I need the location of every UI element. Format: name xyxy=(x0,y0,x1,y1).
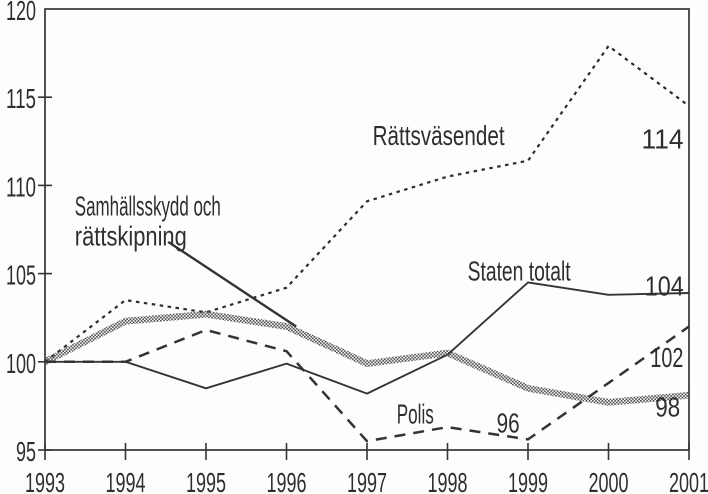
series-line-polis xyxy=(45,325,690,443)
annotation-samhallsskydd-label-line2: rättskipning xyxy=(75,220,187,251)
y-axis-label-110: 110 xyxy=(6,171,36,202)
annotations-layer: Rättsväsendet 114 Samhällsskydd och rätt… xyxy=(75,120,684,439)
annotation-value-96: 96 xyxy=(497,407,520,438)
x-axis-label-1997: 1997 xyxy=(347,467,387,494)
annotation-rattsvasendet-label: Rättsväsendet xyxy=(373,120,505,151)
y-axis-label-100: 100 xyxy=(6,348,36,379)
x-axis-label-1994: 1994 xyxy=(106,467,146,494)
y-axis-label-120: 120 xyxy=(6,0,36,26)
series-lines xyxy=(43,44,690,443)
annotation-value-114: 114 xyxy=(642,123,684,154)
x-axis-label-1995: 1995 xyxy=(186,467,226,494)
x-axis-label-1993: 1993 xyxy=(25,467,65,494)
series-line-staten-totalt xyxy=(45,281,690,395)
label-leader-line xyxy=(167,240,297,328)
annotation-samhallsskydd-label-line1: Samhällsskydd och xyxy=(75,190,221,221)
series-line-rattsvasendet xyxy=(44,44,690,363)
x-axis-label-2001: 2001 xyxy=(669,467,708,494)
axis-ticks xyxy=(38,96,690,460)
annotation-value-98: 98 xyxy=(655,392,680,423)
annotation-value-102: 102 xyxy=(650,342,683,373)
annotation-staten-label: Staten totalt xyxy=(468,256,571,287)
annotation-polis-label: Polis xyxy=(397,399,434,430)
series-line-samhallsskydd xyxy=(43,310,690,406)
x-axis-label-1996: 1996 xyxy=(267,467,307,494)
x-axis-label-1998: 1998 xyxy=(428,467,468,494)
axis-labels: 95 100 105 110 115 120 1993 1994 1995 1996 1997 199… xyxy=(6,0,708,494)
y-axis-label-105: 105 xyxy=(6,260,36,291)
x-axis-label-2000: 2000 xyxy=(589,467,629,494)
x-axis-label-1999: 1999 xyxy=(508,467,548,494)
y-axis-label-115: 115 xyxy=(6,83,36,114)
y-axis-label-95: 95 xyxy=(16,436,36,467)
annotation-value-104: 104 xyxy=(645,271,684,302)
